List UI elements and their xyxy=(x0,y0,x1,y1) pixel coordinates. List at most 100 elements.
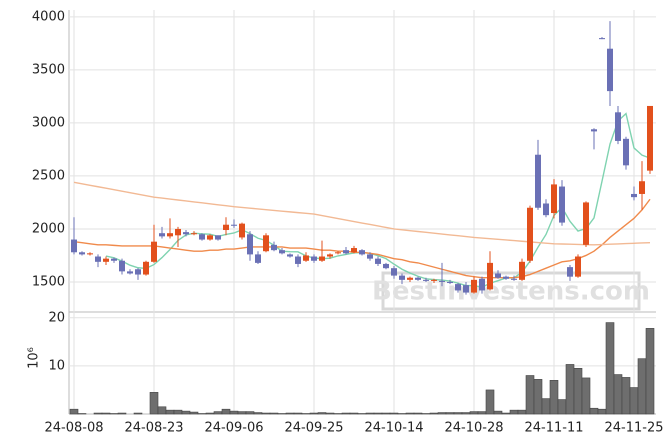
candle-body xyxy=(631,193,637,198)
volume-bar xyxy=(205,412,215,415)
candle-body xyxy=(111,258,117,261)
candle-body xyxy=(287,254,293,257)
volume-bar xyxy=(285,412,295,415)
candle-body xyxy=(135,269,141,275)
y-tick-label: 10 xyxy=(48,358,65,373)
candle-body xyxy=(367,254,373,259)
volume-bar xyxy=(469,411,479,415)
candle-body xyxy=(447,281,453,284)
candle-body xyxy=(87,253,93,255)
volume-bar xyxy=(621,377,631,415)
x-tick-label: 24-09-25 xyxy=(284,421,343,436)
candle-body xyxy=(199,234,205,240)
watermark-box xyxy=(381,271,641,311)
candle-body xyxy=(543,203,549,216)
volume-bar xyxy=(213,411,223,415)
volume-bar xyxy=(437,412,447,415)
candle-body xyxy=(271,244,277,251)
candle-body xyxy=(623,138,629,166)
y-tick-label: 20 xyxy=(48,310,65,325)
candle-body xyxy=(327,254,333,257)
candle-body xyxy=(335,252,341,254)
candle-body xyxy=(71,239,77,253)
candle-body xyxy=(455,284,461,291)
candle-body xyxy=(383,263,389,269)
volume-bar xyxy=(605,322,615,415)
x-tick-label: 24-10-14 xyxy=(364,421,423,436)
volume-bar xyxy=(349,412,359,415)
candle-body xyxy=(239,223,245,238)
volume-bar xyxy=(613,374,623,415)
candle-body xyxy=(191,233,197,235)
candle-body xyxy=(295,256,301,264)
candle-body xyxy=(495,273,501,278)
candle-body xyxy=(607,48,613,92)
volume-bar xyxy=(381,412,391,415)
volume-bar xyxy=(581,377,591,415)
candle-body xyxy=(151,241,157,262)
candle-body xyxy=(303,255,309,261)
volume-bar xyxy=(541,398,551,415)
candle-body xyxy=(551,184,557,214)
candle-body xyxy=(615,112,621,141)
moving-average-line xyxy=(73,181,651,246)
x-tick-label: 24-11-25 xyxy=(604,421,663,436)
volume-bar xyxy=(445,412,455,415)
candle-body xyxy=(103,258,109,262)
volume-bar xyxy=(189,411,199,415)
candle-body xyxy=(567,267,573,277)
volume-bar xyxy=(325,412,335,415)
candle-body xyxy=(375,258,381,264)
candle-body xyxy=(575,256,581,277)
candle-body xyxy=(487,262,493,290)
volume-bar xyxy=(533,379,543,415)
volume-bar xyxy=(69,408,79,415)
volume-bar xyxy=(117,412,127,415)
candle-body xyxy=(159,233,165,237)
x-tick-label: 24-11-11 xyxy=(524,421,583,436)
volume-bar xyxy=(165,409,175,415)
candle-body xyxy=(559,186,565,223)
volume-bar xyxy=(589,407,599,415)
candle-body xyxy=(79,252,85,255)
candle-body xyxy=(279,250,285,254)
candle-body xyxy=(503,276,509,279)
candle-body xyxy=(247,234,253,255)
volume-bar xyxy=(493,410,503,415)
candle-body xyxy=(175,228,181,236)
candle-body xyxy=(519,261,525,280)
candle-body xyxy=(183,232,189,235)
volume-bar xyxy=(501,412,511,415)
candle-body xyxy=(391,268,397,276)
candle-body xyxy=(399,275,405,280)
volume-bar xyxy=(629,387,639,415)
y-tick-label: 4000 xyxy=(32,9,65,24)
candle-body xyxy=(527,207,533,261)
volume-bar xyxy=(549,380,559,415)
volume-bar xyxy=(517,409,527,415)
x-tick-label: 24-09-06 xyxy=(204,421,263,436)
volume-bar xyxy=(597,408,607,415)
candle-body xyxy=(511,278,517,280)
x-tick-label: 24-08-08 xyxy=(44,421,103,436)
volume-bar xyxy=(389,412,399,415)
candle-body xyxy=(471,279,477,293)
volume-bar xyxy=(181,410,191,415)
volume-bar xyxy=(485,389,495,415)
volume-bar xyxy=(429,412,439,415)
candle-body xyxy=(311,256,317,261)
candle-body xyxy=(343,250,349,254)
watermark: BestInvestens.com xyxy=(372,277,650,307)
volume-bar xyxy=(645,328,655,415)
candle-body xyxy=(647,105,653,171)
candle-body xyxy=(119,260,125,272)
candle-body xyxy=(463,285,469,293)
candle-body xyxy=(583,202,589,245)
volume-bar xyxy=(133,412,143,415)
volume-bar xyxy=(237,411,247,415)
candle-body xyxy=(351,248,357,253)
volume-bar xyxy=(637,358,647,415)
candle-body xyxy=(319,256,325,261)
x-tick-label: 24-08-23 xyxy=(124,421,183,436)
volume-bar xyxy=(565,364,575,415)
